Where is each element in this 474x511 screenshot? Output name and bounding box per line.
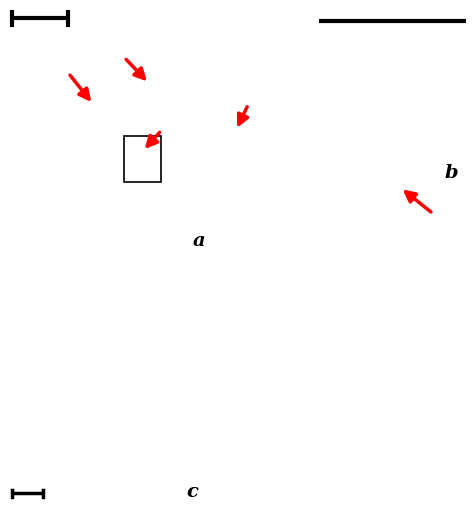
Text: c: c bbox=[186, 483, 198, 501]
Text: a: a bbox=[192, 232, 205, 250]
Text: b: b bbox=[445, 165, 458, 182]
Bar bbox=[124, 135, 162, 182]
